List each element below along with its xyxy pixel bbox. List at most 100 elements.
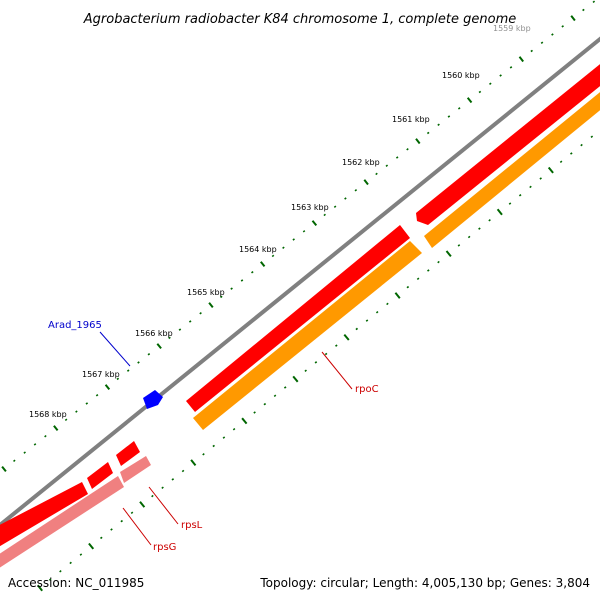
tick-mark-outer [282,246,285,249]
tick-mark-inner [324,352,328,356]
tick-mark-inner [427,269,430,272]
cds-block-rpoC-continued[interactable] [424,84,600,248]
gene-label-rpoC[interactable]: rpoC [355,384,379,395]
tick-mark-inner [496,208,503,216]
gene-block-rpsL[interactable] [116,441,140,466]
tick-mark-inner [69,561,72,565]
cds-block-rpoC[interactable] [193,241,422,430]
gene-block-start[interactable] [0,482,88,552]
leader-rpoC [321,351,353,390]
tick-mark-inner [547,166,554,174]
tick-mark-inner [292,375,299,383]
tick-mark-outer [168,336,171,340]
tick-mark-inner [304,369,307,372]
tick-mark-inner [283,386,287,389]
tick-mark-inner [263,402,267,406]
tick-mark-outer [188,320,192,323]
tick-mark-inner [59,570,62,573]
tick-mark-outer [178,328,182,331]
gene-block-rpsG[interactable] [87,462,113,489]
tick-mark-outer [240,279,244,282]
tick-mark-outer [199,311,202,315]
tick-mark-outer [582,8,585,12]
tick-mark-outer [592,0,596,4]
tick-mark-inner [437,260,440,264]
tick-mark-inner [161,486,164,489]
tick-ring-inner [37,135,594,592]
tick-mark-outer [551,33,554,36]
misc-feature-arad-1965[interactable] [143,390,163,409]
tick-mark-inner [406,285,410,289]
tick-mark-outer [570,15,576,22]
tick-mark-outer [126,369,130,372]
gene-label-rpsL[interactable]: rpsL [181,520,203,531]
tick-label-1562: 1562 kbp [342,158,380,167]
tick-mark-outer [333,205,337,208]
tick-mark-outer [230,287,233,290]
tick-mark-inner [457,244,461,247]
gene-label-arad-1965[interactable]: Arad_1965 [48,320,102,331]
tick-mark-outer [260,261,266,268]
tick-mark-inner [314,361,318,364]
tick-mark-inner [570,152,573,155]
tick-mark-inner [365,319,369,322]
tick-mark-outer [426,131,430,135]
tick-mark-inner [171,478,175,481]
tick-mark-outer [406,148,409,151]
tick-mark-inner [37,584,43,592]
cds-block-rpsL[interactable] [120,456,151,483]
tick-mark-outer [95,393,99,397]
tick-mark-outer [457,107,461,110]
tick-mark-inner [110,528,113,531]
tick-mark-outer [530,49,533,53]
tick-mark-inner [151,494,154,498]
tick-label-1559: 1559 kbp [493,24,531,33]
tick-mark-inner [488,219,491,222]
gene-block-rpoC[interactable] [186,225,410,412]
tick-label-1561: 1561 kbp [392,115,430,124]
leader-arad-1965 [99,331,131,367]
tick-mark-outer [311,220,318,227]
tick-mark-outer [395,156,399,159]
tick-mark-outer [53,425,59,432]
tick-label-1563: 1563 kbp [291,203,329,212]
gene-label-rpsG[interactable]: rpsG [153,542,176,553]
tick-mark-inner [445,250,452,258]
tick-label-1567: 1567 kbp [82,370,120,379]
tick-mark-outer [85,402,89,405]
tick-mark-outer [354,189,358,192]
leader-rpsL [148,486,179,525]
map-title: Agrobacterium radiobacter K84 chromosome… [83,12,516,27]
tick-mark-outer [13,459,16,463]
tick-mark-inner [88,542,95,550]
tick-mark-inner [529,185,532,189]
tick-mark-inner [241,417,248,425]
tick-mark-outer [251,270,254,274]
cds-block-rpsG[interactable] [0,476,124,574]
tick-mark-inner [394,292,401,299]
tick-mark-outer [363,179,369,186]
tick-mark-outer [437,123,440,127]
tick-mark-inner [478,227,481,230]
tick-mark-outer [156,343,162,350]
tick-mark-outer [489,82,492,86]
tick-mark-outer [302,230,306,233]
tick-mark-inner [335,344,338,347]
tick-ring-outer [1,0,596,473]
tick-mark-outer [208,302,214,309]
tick-mark-outer [323,213,326,217]
leader-rpsG [122,507,152,546]
tick-mark-inner [518,193,522,197]
tick-label-1568: 1568 kbp [29,410,67,419]
tick-mark-outer [466,97,473,104]
tick-mark-outer [116,377,120,381]
tick-mark-inner [355,327,359,331]
tick-mark-outer [540,41,544,45]
tick-mark-outer [375,172,378,176]
gene-block-rpoC-continued[interactable] [416,56,600,225]
tick-mark-inner [79,553,83,556]
tick-mark-outer [518,56,524,63]
tick-mark-inner [130,511,134,515]
tick-mark-inner [139,501,146,508]
